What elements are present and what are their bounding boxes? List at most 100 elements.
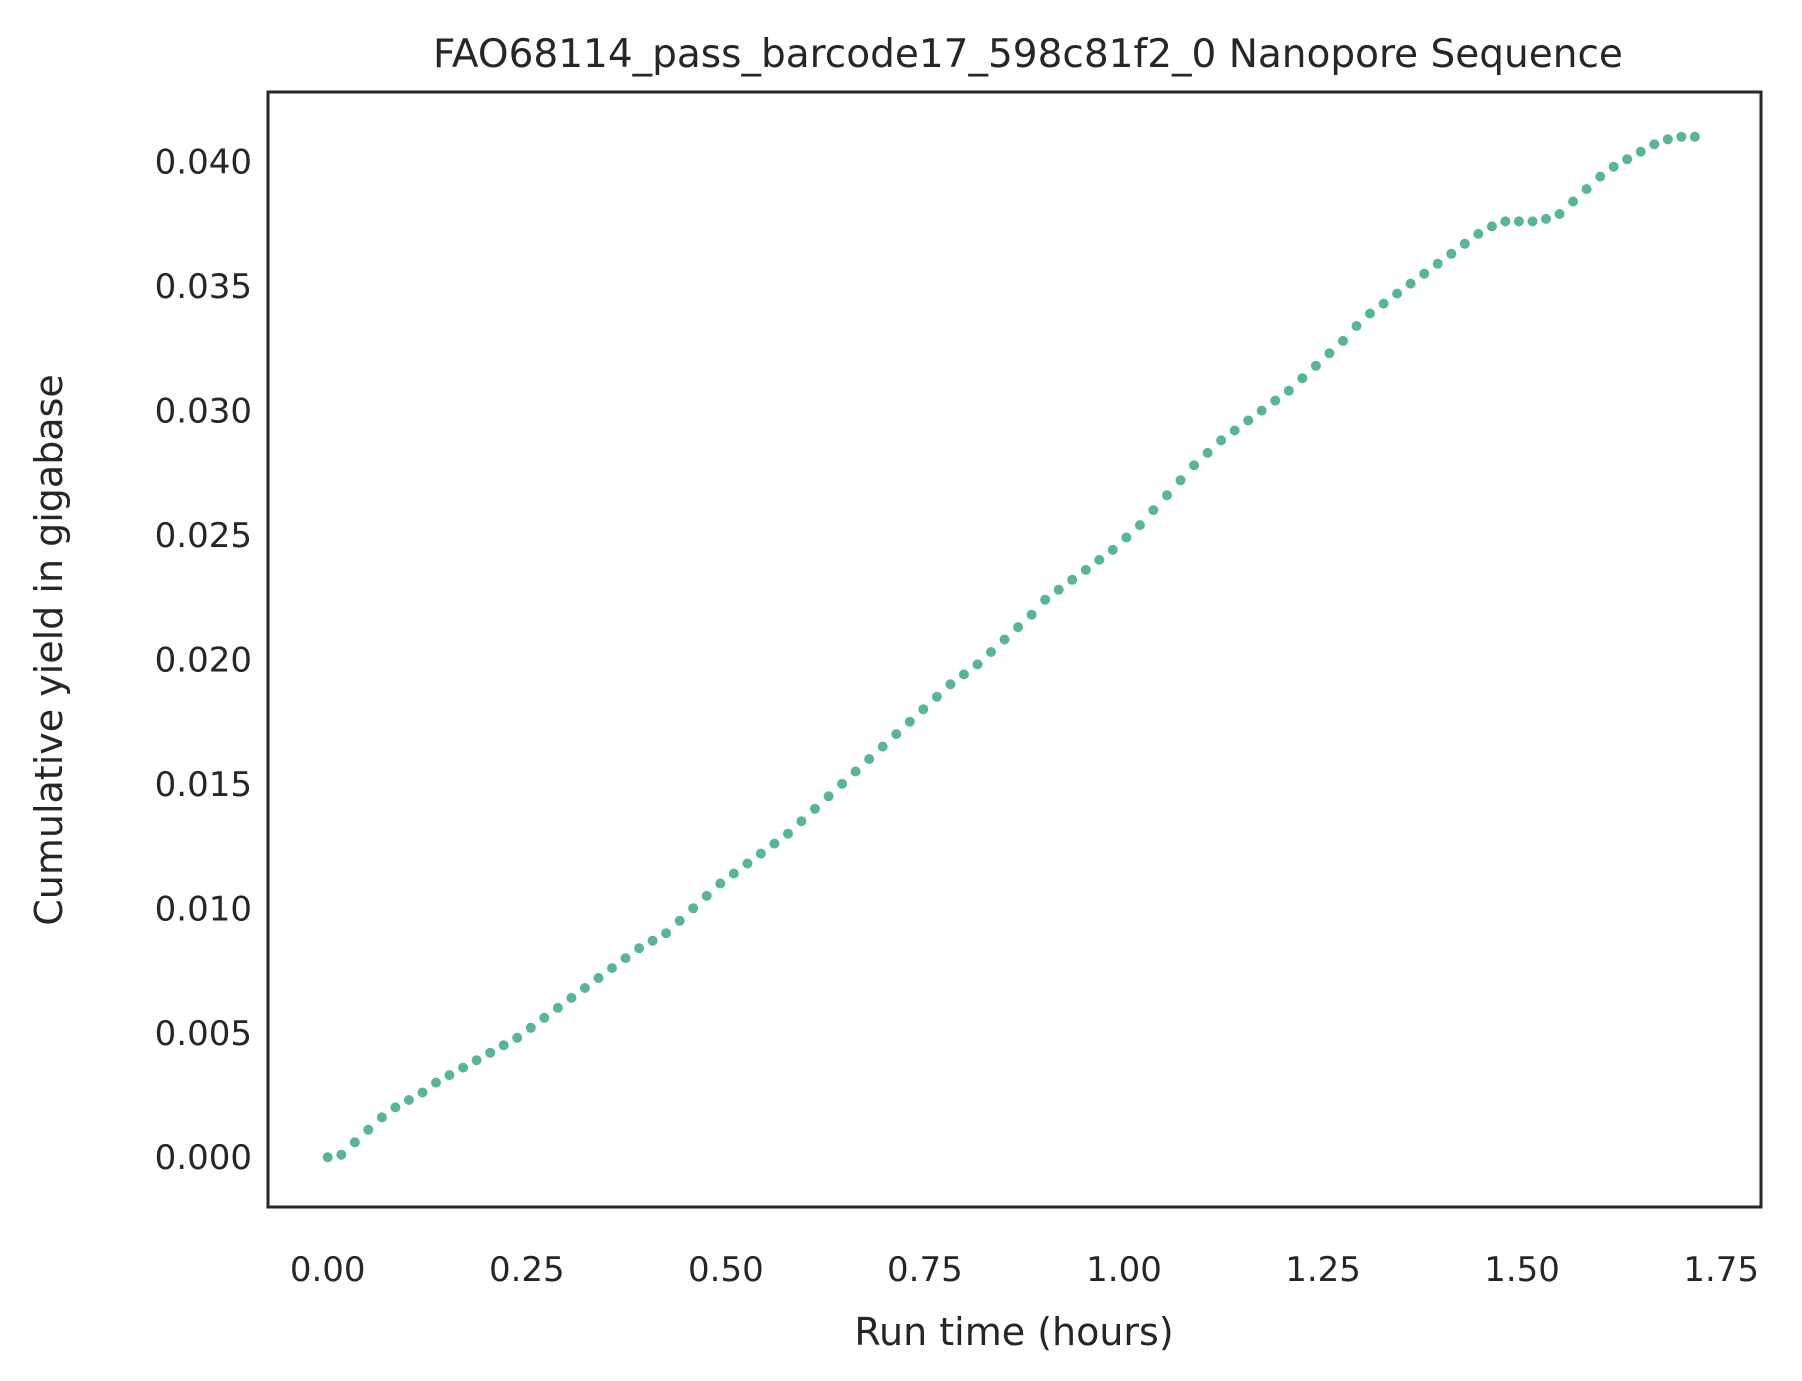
data-point: [1216, 435, 1227, 446]
x-tick-label: 0.00: [290, 1250, 366, 1290]
data-point: [1310, 360, 1321, 371]
x-tick-label: 0.75: [887, 1250, 963, 1290]
data-point: [728, 868, 739, 879]
data-point: [837, 778, 848, 789]
y-tick-label: 0.010: [155, 889, 252, 929]
data-point: [1500, 216, 1511, 227]
data-point: [1486, 221, 1497, 232]
data-point: [1162, 490, 1172, 501]
data-point: [1148, 505, 1159, 516]
data-point: [661, 928, 672, 939]
data-point: [891, 729, 902, 740]
data-point: [1581, 184, 1592, 195]
data-point: [1270, 395, 1281, 406]
data-point: [796, 816, 807, 827]
data-point: [1243, 415, 1254, 426]
data-point: [1013, 622, 1024, 633]
x-axis-label: Run time (hours): [854, 1310, 1173, 1354]
data-point: [607, 963, 617, 974]
data-point: [1392, 288, 1403, 299]
data-point: [1635, 146, 1646, 157]
data-point: [1595, 171, 1606, 182]
x-tick-label: 1.50: [1484, 1250, 1560, 1290]
data-point: [918, 704, 929, 715]
data-point: [1351, 321, 1362, 331]
data-point: [715, 878, 726, 889]
data-point: [769, 838, 780, 849]
data-points: [322, 131, 1700, 1163]
data-point: [850, 766, 861, 777]
data-point: [688, 903, 699, 914]
data-point: [444, 1070, 455, 1081]
data-point: [417, 1087, 428, 1098]
data-point: [1473, 228, 1484, 239]
data-point: [945, 679, 956, 690]
data-point: [1324, 348, 1335, 359]
data-point: [539, 1012, 550, 1023]
x-tick-label: 0.25: [489, 1250, 565, 1290]
data-point: [498, 1040, 509, 1051]
data-point: [1676, 131, 1687, 142]
data-point: [376, 1112, 387, 1123]
data-point: [1053, 584, 1064, 595]
data-point: [471, 1055, 482, 1066]
data-point: [674, 915, 685, 926]
data-point: [1229, 425, 1240, 436]
plot-frame: [266, 90, 1763, 1209]
y-tick-label: 0.035: [155, 267, 252, 307]
data-point: [552, 1002, 563, 1013]
x-tick-label: 1.00: [1086, 1250, 1162, 1290]
y-tick-label: 0.005: [155, 1014, 252, 1054]
data-point: [431, 1077, 441, 1088]
x-axis-ticks: 0.00 0.25 0.50 0.75 1.00 1.25 1.50 1.75: [290, 1250, 1759, 1290]
data-point: [1432, 258, 1443, 269]
data-point: [1134, 520, 1145, 531]
data-point: [1554, 209, 1565, 219]
data-point: [403, 1095, 414, 1105]
data-point: [742, 858, 753, 869]
data-point: [593, 973, 604, 983]
data-point: [1378, 298, 1389, 309]
data-point: [823, 791, 834, 802]
x-tick-label: 0.50: [688, 1250, 764, 1290]
data-point: [647, 935, 658, 946]
data-point: [620, 953, 631, 964]
data-point: [958, 669, 969, 680]
data-point: [1026, 609, 1037, 620]
data-point: [1405, 278, 1416, 289]
data-point: [1297, 373, 1308, 384]
data-point: [579, 983, 590, 993]
data-point: [931, 691, 942, 702]
data-point: [1107, 544, 1118, 555]
data-point: [1040, 594, 1051, 605]
data-point: [701, 890, 712, 901]
data-point: [1067, 574, 1078, 585]
data-point: [1649, 139, 1660, 150]
data-point: [1689, 131, 1700, 142]
data-point: [1622, 154, 1633, 165]
data-point: [1568, 196, 1579, 207]
data-point: [1365, 308, 1375, 319]
data-point: [755, 848, 766, 859]
y-tick-label: 0.000: [155, 1138, 252, 1178]
y-tick-label: 0.030: [155, 392, 252, 432]
y-tick-label: 0.040: [155, 143, 252, 183]
data-point: [877, 741, 888, 752]
data-point: [1202, 447, 1213, 458]
data-point: [864, 754, 875, 764]
data-point: [349, 1137, 360, 1148]
data-point: [1094, 554, 1105, 565]
data-point: [1175, 475, 1186, 486]
y-tick-label: 0.025: [155, 516, 252, 556]
x-tick-label: 1.25: [1285, 1250, 1361, 1290]
data-point: [566, 992, 577, 1003]
data-point: [363, 1124, 374, 1135]
data-point: [336, 1149, 347, 1160]
x-tick-label: 1.75: [1683, 1250, 1759, 1290]
data-point: [1608, 161, 1619, 172]
data-point: [1283, 385, 1294, 396]
y-tick-label: 0.020: [155, 641, 252, 681]
data-point: [904, 716, 915, 727]
data-point: [525, 1022, 536, 1033]
